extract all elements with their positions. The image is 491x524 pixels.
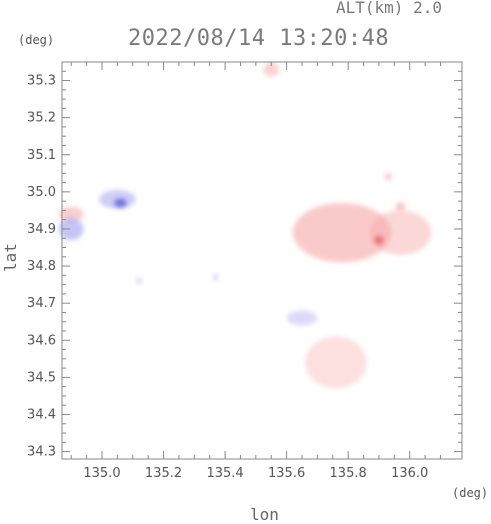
y-tick-label: 34.7	[27, 296, 56, 311]
y-tick-label: 35.2	[27, 111, 56, 126]
y-tick-label: 34.5	[27, 370, 56, 385]
y-tick-label: 35.3	[27, 74, 56, 89]
echo-region-11	[286, 310, 318, 326]
plot-frame	[61, 61, 463, 460]
echo-region-4	[395, 202, 406, 212]
y-tick-label: 34.6	[27, 333, 56, 348]
echo-region-3	[374, 235, 384, 245]
echo-region-6	[305, 336, 367, 389]
datetime-title: 2022/08/14 13:20:48	[128, 26, 390, 51]
echo-region-10	[114, 198, 127, 208]
x-tick-label: 135.2	[145, 466, 182, 481]
x-tick-label: 135.0	[83, 466, 120, 481]
echo-region-0	[263, 62, 279, 77]
echo-region-5	[385, 173, 392, 181]
x-axis-ticks: 135.0 135.2 135.4 135.6 135.8 136.0	[70, 62, 441, 481]
y-tick-label: 34.9	[27, 222, 56, 237]
x-tick-label: 135.6	[268, 466, 305, 481]
y-tick-label: 35.0	[27, 185, 56, 200]
echo-region-2	[369, 210, 432, 255]
x-tick-label: 136.0	[391, 466, 428, 481]
y-tick-label: 35.1	[27, 148, 56, 163]
echo-regions	[58, 62, 432, 389]
echo-region-12	[213, 274, 219, 281]
y-tick-label: 34.8	[27, 259, 56, 274]
x-tick-label: 135.4	[206, 466, 243, 481]
y-tick-label: 34.4	[27, 407, 56, 422]
x-tick-label: 135.8	[330, 466, 367, 481]
echo-region-13	[136, 277, 142, 284]
y-unit-label: (deg)	[18, 33, 55, 47]
x-unit-label: (deg)	[452, 486, 489, 500]
y-axis-ticks: 34.3 34.4 34.5 34.6 34.7 34.8 34.9 35.0 35.1 35.2…	[27, 61, 462, 460]
echo-region-1	[292, 202, 392, 263]
echo-region-8	[58, 217, 84, 241]
y-tick-label: 34.3	[27, 445, 56, 460]
altitude-label: ALT(km) 2.0	[336, 0, 442, 17]
x-axis-label: lon	[250, 505, 279, 524]
